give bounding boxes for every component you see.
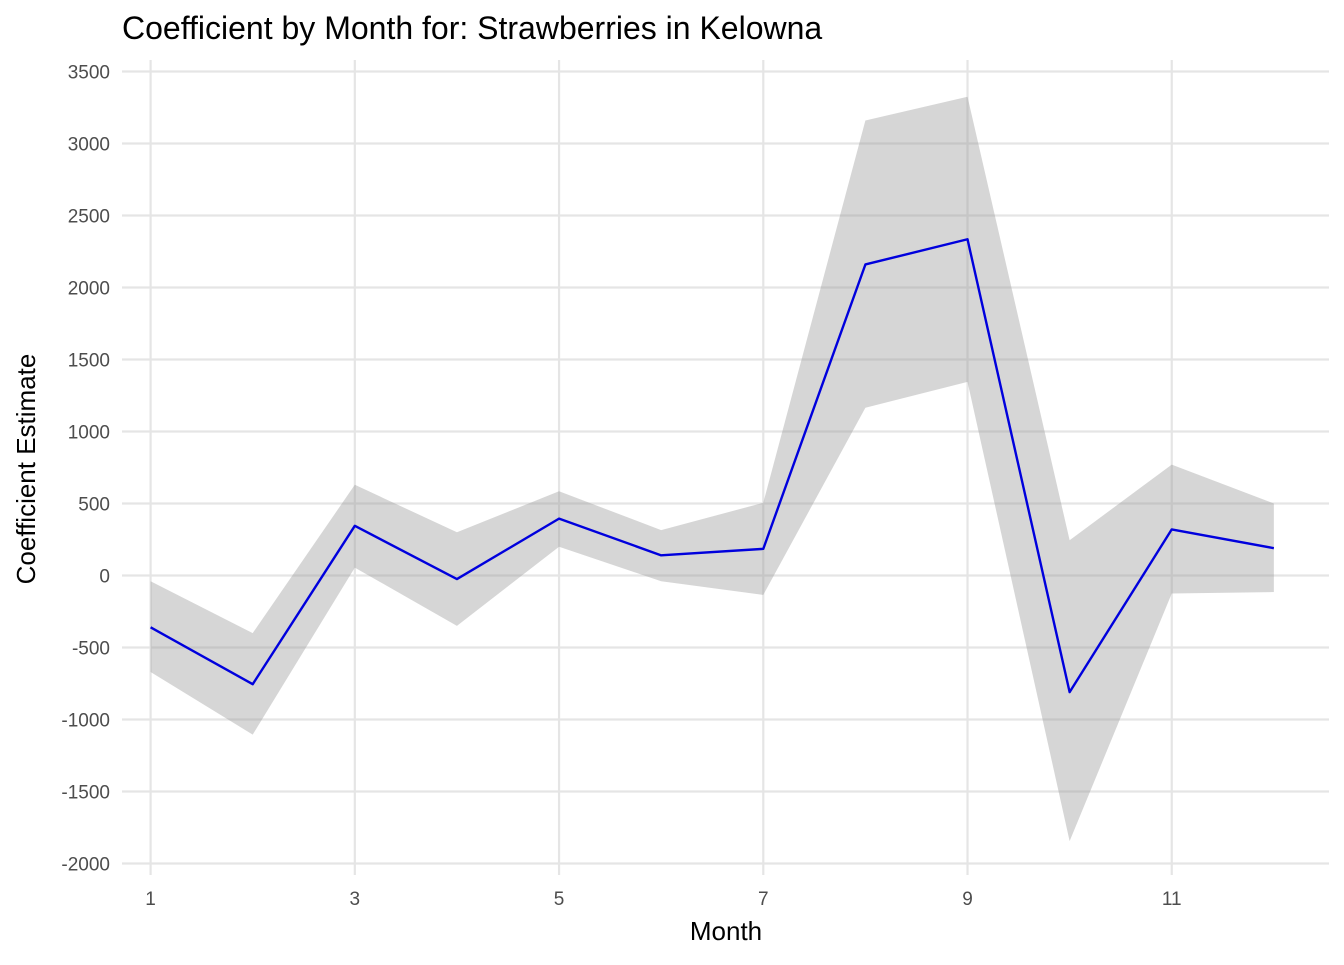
series-line-layer (150, 238, 1275, 694)
x-tick-label: 7 (758, 889, 769, 910)
y-tick-label: -500 (72, 638, 110, 659)
y-tick-label: 3500 (68, 63, 110, 84)
y-tick-label: -2000 (61, 854, 110, 875)
x-tick-label: 9 (962, 889, 973, 910)
x-tick-labels: 1 3 5 7 9 11 (145, 889, 1181, 910)
y-tick-label: 2000 (68, 279, 110, 300)
series-line (150, 238, 1275, 694)
confidence-band (150, 96, 1274, 842)
major-gridlines-x (149, 60, 1173, 875)
y-tick-label: 1000 (68, 423, 110, 444)
y-tick-label: -1500 (61, 782, 110, 803)
y-tick-label: 0 (99, 566, 110, 587)
y-axis-title: Coefficient Estimate (11, 354, 41, 585)
y-tick-labels: -2000 -1500 -1000 -500 0 500 1000 1500 2000 2500 3… (61, 63, 110, 876)
x-tick-label: 11 (1162, 889, 1182, 910)
y-tick-label: 3000 (68, 135, 110, 156)
y-tick-label: -1000 (61, 710, 110, 731)
y-tick-label: 500 (78, 494, 110, 515)
confidence-band-layer (150, 96, 1274, 842)
x-tick-label: 1 (145, 889, 156, 910)
x-axis-title: Month (690, 916, 762, 946)
x-tick-label: 3 (350, 889, 361, 910)
chart-title: Coefficient by Month for: Strawberries i… (122, 10, 822, 46)
y-tick-label: 1500 (68, 351, 110, 372)
y-tick-label: 2500 (68, 207, 110, 228)
x-tick-label: 5 (554, 889, 565, 910)
major-gridlines-y (122, 70, 1329, 865)
